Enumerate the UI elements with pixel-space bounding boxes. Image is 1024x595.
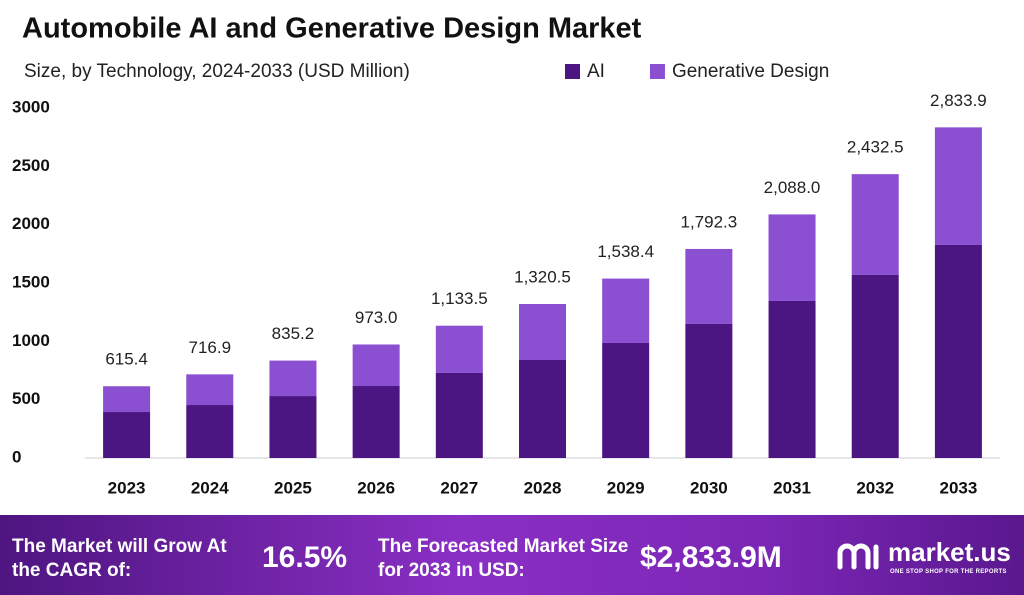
bar-segment bbox=[934, 244, 982, 458]
total-label: 716.9 bbox=[188, 338, 231, 357]
cagr-value: 16.5% bbox=[262, 541, 348, 574]
total-label: 1,792.3 bbox=[680, 212, 737, 231]
footer: The Market will Grow At the CAGR of: 16.… bbox=[0, 515, 1024, 595]
x-tick-label: 2033 bbox=[939, 478, 977, 497]
x-tick-label: 2025 bbox=[274, 478, 312, 497]
y-tick-label: 2000 bbox=[12, 214, 50, 233]
legend-label: Generative Design bbox=[672, 61, 829, 82]
forecast-text: The Forecasted Market Size for 2033 in U… bbox=[378, 536, 629, 581]
bar-segment bbox=[186, 374, 234, 406]
chart-subtitle: Size, by Technology, 2024-2033 (USD Mill… bbox=[24, 61, 410, 82]
tagline: ONE STOP SHOP FOR THE REPORTS bbox=[890, 569, 1007, 575]
total-label: 2,432.5 bbox=[847, 138, 904, 157]
brand: market.us bbox=[888, 537, 1011, 567]
x-tick-label: 2028 bbox=[524, 478, 562, 497]
legend-swatch bbox=[565, 64, 580, 79]
total-label: 1,538.4 bbox=[597, 242, 654, 261]
x-tick-label: 2023 bbox=[108, 478, 146, 497]
total-label: 835.2 bbox=[272, 324, 315, 343]
total-label: 2,833.9 bbox=[930, 91, 987, 110]
x-tick-label: 2026 bbox=[357, 478, 395, 497]
total-label: 1,320.5 bbox=[514, 267, 571, 286]
bar-segment bbox=[685, 323, 733, 458]
bar-segment bbox=[934, 127, 982, 245]
legend-swatch bbox=[649, 64, 665, 79]
y-tick-label: 1000 bbox=[12, 331, 50, 350]
bar-segment bbox=[851, 274, 899, 458]
x-tick-label: 2029 bbox=[607, 478, 645, 497]
x-tick-label: 2030 bbox=[690, 478, 728, 497]
bar-segment bbox=[435, 372, 483, 458]
legend-label: AI bbox=[587, 61, 605, 82]
total-label: 1,133.5 bbox=[431, 289, 488, 308]
bar-segment bbox=[768, 214, 816, 301]
x-tick-label: 2027 bbox=[440, 478, 478, 497]
bar-segment bbox=[602, 278, 650, 343]
y-tick-label: 1500 bbox=[12, 272, 50, 291]
y-tick-label: 0 bbox=[12, 447, 21, 466]
bar-segment bbox=[269, 396, 317, 458]
bar-segment bbox=[352, 386, 400, 458]
bar-segment bbox=[519, 304, 566, 360]
bar-segment bbox=[851, 174, 899, 275]
forecast-value: $2,833.9M bbox=[640, 541, 782, 574]
total-label: 973.0 bbox=[355, 308, 398, 327]
x-tick-label: 2032 bbox=[856, 478, 894, 497]
bar-segment bbox=[768, 300, 816, 458]
bar-segment bbox=[269, 360, 317, 397]
chart-title: Automobile AI and Generative Design Mark… bbox=[22, 13, 642, 45]
bar-segment bbox=[103, 386, 151, 413]
bar-segment bbox=[435, 325, 483, 373]
total-label: 615.4 bbox=[105, 350, 148, 369]
y-tick-label: 3000 bbox=[12, 97, 50, 116]
bar-segment bbox=[103, 412, 151, 458]
chart: Automobile AI and Generative Design Mark… bbox=[12, 13, 1000, 497]
brand-logo bbox=[837, 543, 879, 570]
total-label: 2,088.0 bbox=[764, 178, 821, 197]
y-tick-label: 2500 bbox=[12, 156, 50, 175]
x-tick-label: 2031 bbox=[773, 478, 811, 497]
y-tick-label: 500 bbox=[12, 389, 40, 408]
x-tick-label: 2024 bbox=[191, 478, 229, 497]
bar-segment bbox=[352, 344, 400, 387]
bar-segment bbox=[602, 342, 650, 458]
bar-segment bbox=[519, 360, 566, 458]
bar-segment bbox=[685, 248, 733, 324]
bar-segment bbox=[186, 405, 234, 458]
cagr-text: The Market will Grow At the CAGR of: bbox=[12, 536, 227, 581]
